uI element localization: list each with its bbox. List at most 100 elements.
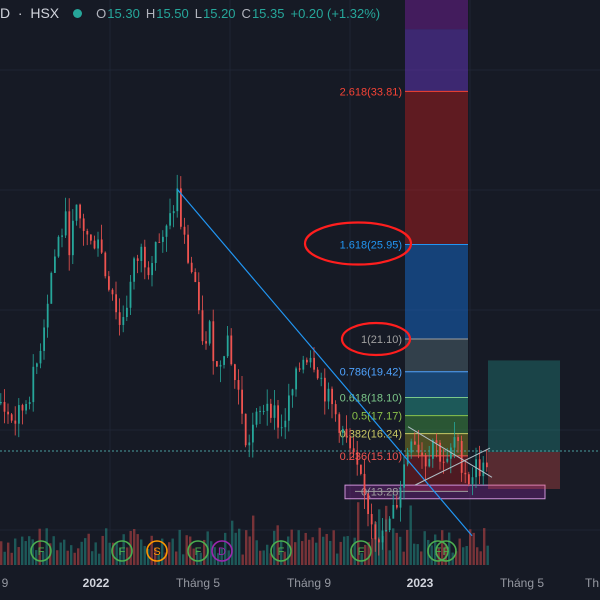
candle-body-79 [284, 420, 287, 428]
candle-body-94 [338, 414, 341, 433]
candle-body-56 [201, 310, 204, 342]
fib-zone-3 [405, 244, 468, 339]
volume-bar-124 [434, 534, 437, 565]
fib-zone-7 [405, 415, 468, 434]
volume-bar-109 [381, 536, 384, 565]
volume-bar-101 [353, 537, 356, 565]
volume-bar-58 [203, 539, 206, 565]
candle-body-96 [345, 428, 348, 438]
volume-bar-46 [161, 538, 164, 565]
event-marker-label-6: F [358, 546, 365, 558]
annotation-circles[interactable] [303, 221, 413, 357]
volume-bar-24 [84, 538, 87, 565]
volume-bar-135 [472, 532, 475, 565]
volume-bar-114 [399, 536, 402, 565]
candle-body-45 [162, 236, 164, 242]
event-marker-label-1: F [119, 546, 126, 558]
candle-body-84 [302, 359, 305, 370]
volume-bar-79 [276, 525, 279, 565]
volume-bar-63 [220, 548, 223, 565]
volume-bar-2 [7, 542, 10, 565]
candle-body-75 [270, 403, 272, 418]
volume-bar-110 [385, 505, 388, 565]
volume-bar-27 [94, 542, 97, 565]
time-axis: 9 2022 Tháng 5 Tháng 9 2023 Tháng 5 Th [2, 576, 599, 590]
volume-bar-88 [308, 539, 311, 565]
volume-bar-132 [462, 547, 465, 565]
candle-body-128 [460, 440, 463, 473]
candle-body-42 [151, 263, 153, 276]
volume-bar-35 [122, 534, 125, 565]
x-tick-5: Tháng 5 [500, 576, 544, 590]
volume-bar-115 [402, 551, 405, 565]
candle-body-36 [129, 281, 132, 308]
candle-body-122 [439, 442, 441, 462]
fib-label-0: 0(13.28) [361, 486, 402, 498]
triangle-upper-line [407, 426, 493, 478]
volume-bar-0 [0, 541, 3, 565]
volume-bar-126 [441, 530, 444, 565]
candle-body-127 [457, 437, 459, 441]
candle-body-123 [442, 461, 445, 463]
candle-body-110 [396, 504, 398, 508]
candle-body-68 [244, 413, 247, 446]
fib-label-1: 0.236(15.10) [340, 451, 402, 463]
candle-body-105 [378, 539, 380, 543]
volume-bar-84 [294, 542, 297, 565]
candle-body-17 [61, 235, 63, 237]
volume-bar-21 [73, 552, 76, 565]
candle-body-28 [100, 239, 103, 253]
fib-label-2: 0.382(16.24) [340, 429, 402, 441]
volume-bar-112 [392, 528, 395, 565]
candle-body-32 [115, 294, 117, 313]
trendline-drawing[interactable] [176, 188, 493, 537]
low-label: L [194, 5, 202, 21]
volume-bar-85 [297, 530, 300, 565]
candle-body-85 [306, 359, 308, 363]
candle-body-55 [198, 282, 200, 311]
candle-body-64 [230, 335, 233, 365]
exchange-name: HSX [30, 5, 60, 21]
volume-bar-20 [70, 545, 73, 565]
candle-body-76 [273, 405, 276, 418]
candle-body-8 [28, 402, 31, 405]
volume-bar-92 [322, 536, 325, 565]
candle-body-92 [331, 388, 333, 405]
volume-bar-40 [140, 539, 143, 565]
volume-bar-119 [416, 544, 419, 565]
long-position-tool[interactable] [0, 360, 600, 490]
candle-body-22 [79, 204, 81, 219]
candle-body-126 [453, 437, 456, 448]
candle-body-10 [36, 363, 38, 367]
event-marker-8 [435, 540, 457, 562]
candle-body-11 [39, 350, 42, 364]
volume-bar-47 [164, 552, 167, 565]
volume-bar-116 [406, 529, 409, 565]
candle-body-83 [298, 368, 301, 370]
legend-header: D · HSX O 15.30 H 15.50 L 15.20 C 15.35 +0.2… [0, 4, 380, 22]
market-status-dot [73, 8, 83, 18]
volume-bar-128 [448, 532, 451, 565]
close-value: 15.35 [251, 5, 285, 21]
x-tick-3: Tháng 9 [287, 576, 331, 590]
volume-bar-29 [101, 535, 104, 565]
candle-body-97 [349, 437, 351, 449]
candle-body-124 [446, 458, 449, 462]
volume-bar-123 [430, 545, 433, 565]
candle-body-100 [360, 464, 362, 474]
candle-body-135 [486, 462, 488, 468]
volume-bar-66 [231, 520, 234, 565]
event-marker-0 [30, 540, 52, 562]
volume-bar-41 [143, 545, 146, 565]
volume-bar-43 [150, 535, 153, 565]
candle-body-47 [169, 213, 171, 226]
candle-body-26 [93, 240, 96, 249]
volume-bar-61 [213, 547, 216, 565]
volume-bar-25 [87, 533, 90, 565]
symbol-name[interactable]: D · HSX [0, 5, 60, 21]
candle-body-88 [316, 369, 319, 379]
candle-body-24 [86, 230, 89, 235]
